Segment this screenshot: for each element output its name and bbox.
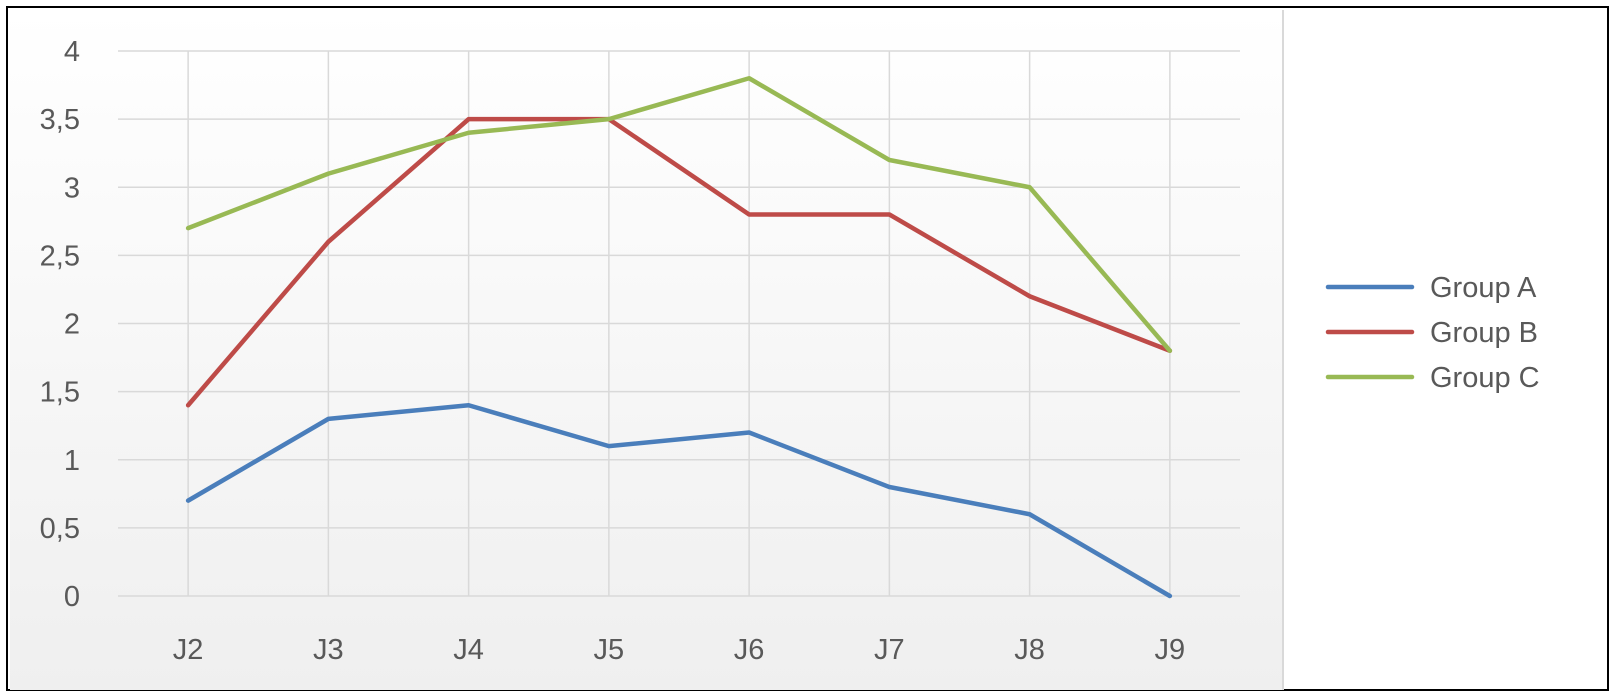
x-tick-label: J5: [594, 634, 625, 666]
x-tick-label: J4: [453, 634, 484, 666]
legend: Group A Group B Group C: [1325, 272, 1540, 394]
plot-area-background: [10, 10, 1282, 690]
gridlines: [118, 50, 1240, 597]
series-line-group-a: [185, 403, 1173, 599]
series-line-group-c: [185, 76, 1173, 353]
x-tick-label: J6: [734, 634, 765, 666]
y-tick-label: 3: [64, 172, 80, 204]
y-tick-label: 2: [64, 309, 80, 341]
series-lines: [185, 76, 1173, 599]
x-tick-label: J3: [313, 634, 344, 666]
y-tick-label: 0,5: [40, 513, 80, 545]
x-tick-label: J9: [1155, 634, 1186, 666]
legend-label: Group B: [1430, 317, 1538, 349]
y-tick-label: 3,5: [40, 104, 80, 136]
legend-label: Group C: [1430, 362, 1540, 394]
y-tick-label: 1: [64, 445, 80, 477]
x-tick-label: J7: [874, 634, 905, 666]
y-tick-label: 4: [64, 36, 80, 68]
x-tick-label: J2: [173, 634, 204, 666]
legend-label: Group A: [1430, 272, 1537, 304]
y-axis-tick-labels: 0 0,5 1 1,5 2 2,5 3 3,5 4: [40, 36, 80, 613]
x-axis-tick-labels: J2 J3 J4 J5 J6 J7 J8 J9: [173, 634, 1185, 666]
x-tick-label: J8: [1014, 634, 1045, 666]
y-tick-label: 2,5: [40, 240, 80, 272]
series-line-group-b: [185, 116, 1173, 408]
y-tick-label: 0: [64, 581, 80, 613]
y-tick-label: 1,5: [40, 377, 80, 409]
